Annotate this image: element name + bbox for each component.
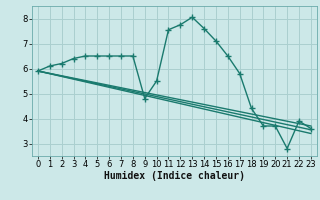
X-axis label: Humidex (Indice chaleur): Humidex (Indice chaleur) [104, 171, 245, 181]
